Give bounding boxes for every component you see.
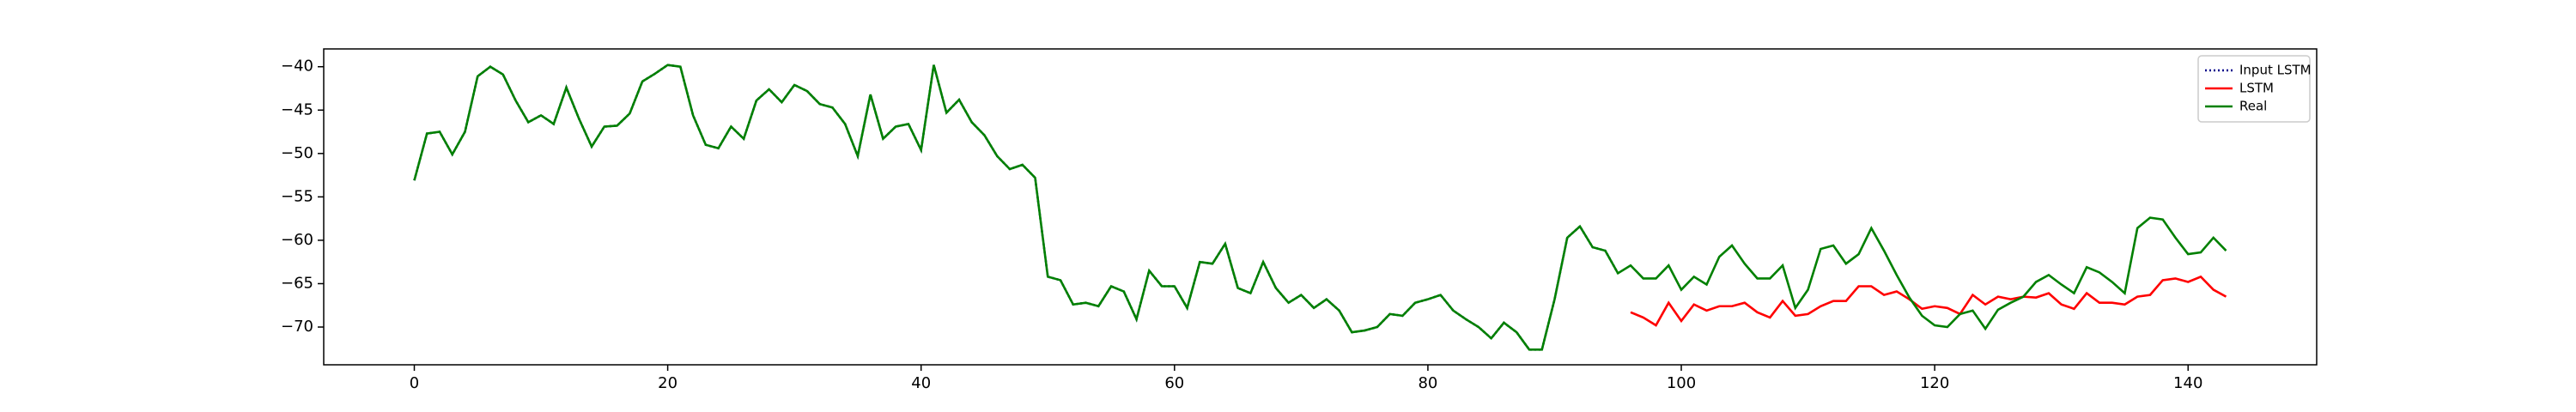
x-tick-label: 140: [2173, 374, 2202, 392]
y-tick-label: −50: [281, 144, 313, 162]
legend-label: Input LSTM: [2239, 63, 2312, 78]
series-line: [1630, 275, 2227, 327]
y-tick-label: −45: [281, 100, 313, 118]
legend-label: LSTM: [2239, 81, 2274, 96]
x-tick-label: 40: [911, 374, 931, 392]
y-tick-label: −70: [281, 318, 313, 336]
x-tick-label: 20: [658, 374, 677, 392]
series-line: [413, 64, 1619, 351]
y-tick-label: −60: [281, 231, 313, 249]
axes-frame: [323, 48, 2318, 366]
y-tick-label: −40: [281, 58, 313, 76]
legend-label: Real: [2239, 99, 2267, 114]
x-tick-label: 0: [410, 374, 419, 392]
x-tick-label: 100: [1667, 374, 1696, 392]
x-tick-label: 120: [1920, 374, 1949, 392]
x-tick-label: 80: [1418, 374, 1437, 392]
y-tick-label: −55: [281, 187, 313, 205]
y-tick-label: −65: [281, 274, 313, 292]
series-line: [413, 64, 2227, 351]
x-tick-label: 60: [1164, 374, 1184, 392]
